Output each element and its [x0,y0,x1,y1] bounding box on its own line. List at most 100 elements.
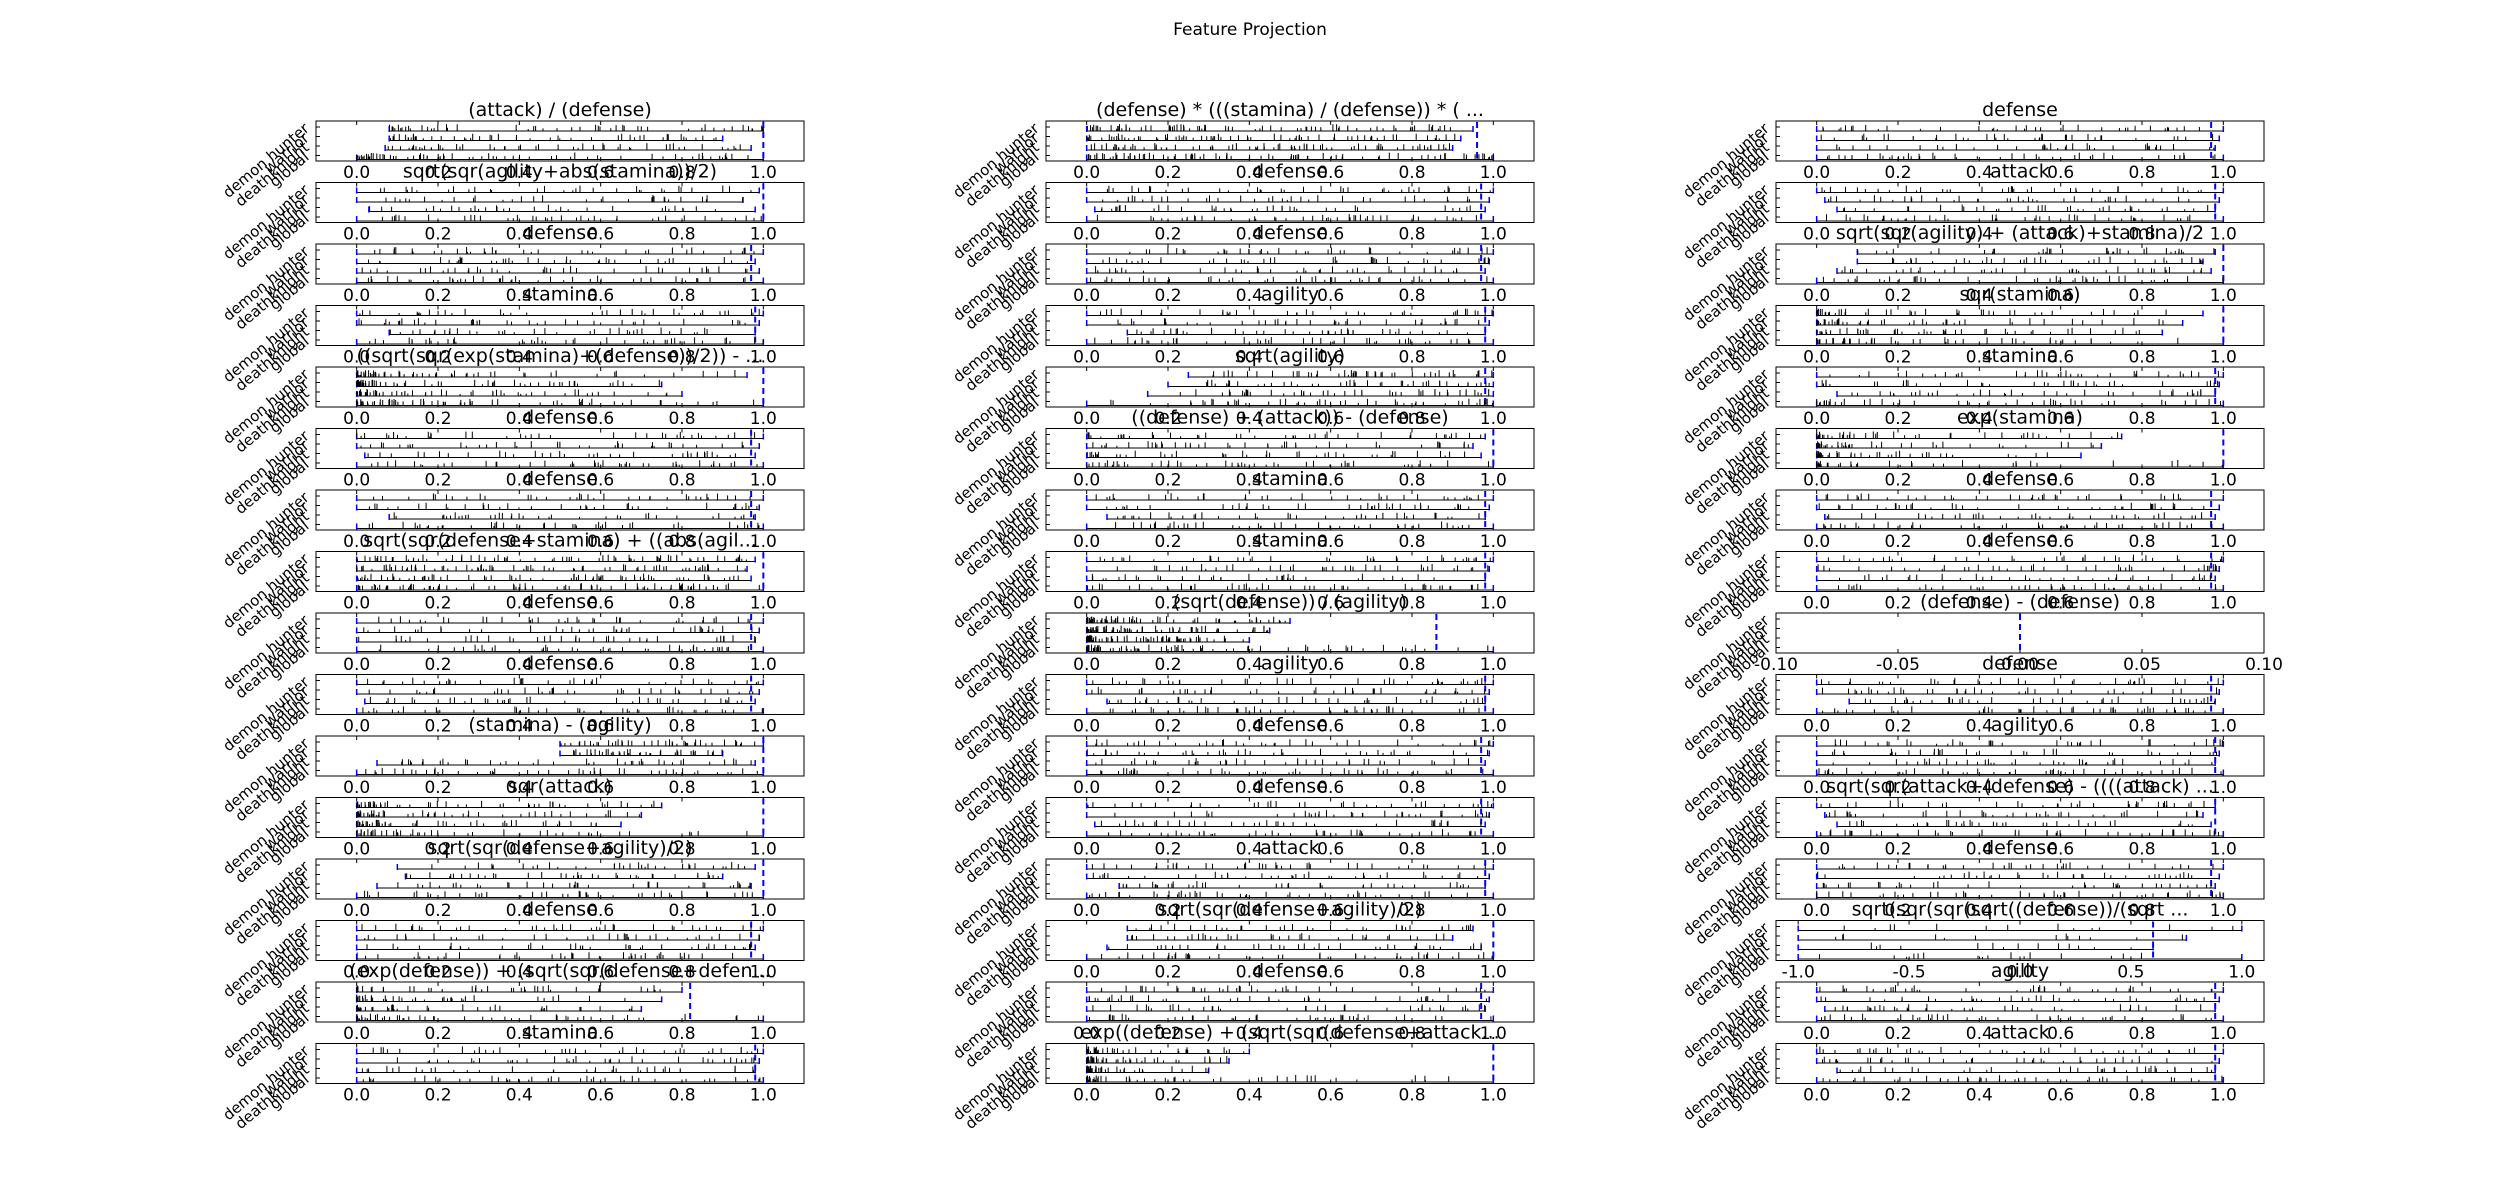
x-tick-label: 1.0 [750,286,777,306]
x-tick-label: 0.0 [1073,840,1100,860]
strip-demon-hunter [1085,308,1495,317]
strip-demon-hunter [355,923,765,932]
strip-warrior [1126,933,1454,941]
observation-ticks [1096,214,1477,221]
x-tick-label: 0.6 [1317,163,1344,183]
panel-title: defense [1982,530,2058,552]
x-tick-label: 0.8 [2128,409,2155,429]
strip-warrior [355,256,756,265]
strip-deathknight [1085,573,1486,582]
strip-deathknight [1085,635,1251,643]
strip-deathknight [364,696,756,705]
panel-frame [315,612,805,654]
strip-global [1815,890,2225,899]
observation-ticks [1109,706,1480,713]
observation-ticks [1816,337,2179,344]
x-tick-label: 0.2 [424,717,451,737]
observation-ticks [365,767,758,775]
x-tick-label: 0.6 [1317,963,1344,983]
x-tick-label: 1.0 [1480,348,1507,368]
panel-title: sqrt(agility) [1235,345,1345,367]
strip-global [1085,829,1495,837]
observation-ticks [369,696,743,704]
x-tick-label: 1.0 [750,840,777,860]
x-tick-label: 0.8 [2128,348,2155,368]
observation-ticks [1819,1046,2195,1054]
strip-deathknight [1126,327,1486,336]
strip-global [1085,1013,1495,1022]
strip-warrior [1085,195,1491,203]
panel-title: agility [1991,960,2049,982]
strip-global [1815,521,2225,530]
panel-title: defense [1252,161,1328,183]
strip-global [355,706,765,714]
x-tick-label: 0.0 [343,655,370,675]
strip-deathknight [1085,266,1486,274]
observation-ticks [364,890,753,898]
x-tick-label: 0.0 [1803,163,1830,183]
observation-ticks [1827,152,2216,160]
panel-title: agility [1261,284,1319,306]
x-tick-label: 0.2 [1154,409,1181,429]
observation-ticks [1091,573,1435,581]
x-tick-label: 0.4 [506,717,533,737]
observation-ticks [1092,871,1490,879]
x-tick-label: 0.4 [1236,163,1263,183]
observation-ticks [1817,871,2193,879]
observation-ticks [1117,512,1480,519]
strip-global [355,521,765,530]
x-tick-label: 0.2 [1884,471,1911,491]
observation-ticks [373,493,751,500]
strip-warrior [404,872,724,880]
x-tick-label: 0.2 [424,963,451,983]
x-tick-label: 0.6 [587,163,614,183]
x-tick-label: 0.8 [1398,778,1425,798]
strip-warrior [355,195,744,203]
panel-frame [1045,305,1535,346]
x-tick-label: 0.2 [1884,348,1911,368]
observation-ticks [366,942,752,950]
strip-global [355,460,765,468]
observation-ticks [368,687,754,694]
strip-global [1815,706,2225,714]
observation-ticks [1106,185,1491,193]
strip-demon-hunter [1856,247,2216,255]
observation-ticks [1820,994,2205,1002]
observation-ticks [1817,564,2217,571]
strip-warrior [355,994,663,1003]
panel-title: sqrt(sqr(defense+agility)/2) [1157,899,1422,921]
x-tick-label: 0.8 [668,286,695,306]
x-tick-label: 0.8 [2128,532,2155,552]
panel-frame [1045,981,1535,1023]
panel-frame [1045,489,1535,531]
observation-ticks [368,521,760,529]
x-tick-label: 0.4 [506,655,533,675]
x-tick-label: 0.4 [1966,348,1993,368]
panel-frame [315,182,805,223]
x-tick-label: 0.4 [1236,1086,1263,1106]
observation-ticks [1822,881,2212,888]
observation-ticks [1816,308,2167,316]
strip-global [355,275,765,284]
strip-demon-hunter [355,677,765,686]
x-tick-label: 0.4 [1966,286,1993,306]
panel-21: sqrt(agility)demon hunterwarriordeathkni… [949,345,1535,456]
panel-title: defense [1982,653,2058,675]
x-tick-label: 0.4 [506,348,533,368]
x-tick-label: 0.6 [2047,778,2074,798]
strip-global [1085,521,1495,530]
x-tick-label: 0.2 [1154,901,1181,921]
x-tick-label: 1.0 [1480,225,1507,245]
observation-ticks [356,370,736,377]
strip-deathknight [1824,1004,2216,1012]
observation-ticks [1827,554,2223,562]
strip-global [1085,152,1495,161]
observation-ticks [1135,923,1471,931]
panel-title: sqrt(sqr(sqr(sqrt((defense))/(sqrt ... [1852,899,2189,921]
observation-ticks [1090,143,1450,150]
observation-ticks [1086,460,1489,467]
strip-global [1797,952,2243,960]
observation-ticks [1851,389,2202,396]
x-tick-label: 0.8 [1398,1024,1425,1044]
x-tick-label: 0.2 [424,1086,451,1106]
